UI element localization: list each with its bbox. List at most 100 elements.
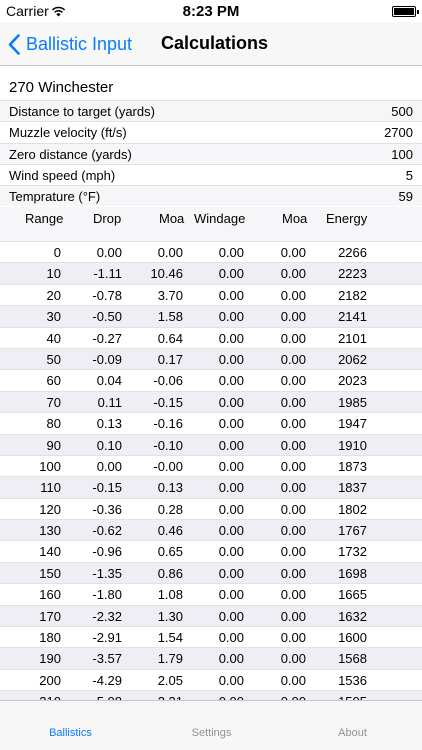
energy-cell: 1505: [338, 694, 367, 700]
windage-cell: 0.00: [218, 287, 244, 303]
table-row: 130 -0.62 0.46 0.00 0.00 1767: [0, 519, 422, 541]
windage-cell: 0.00: [218, 351, 244, 367]
status-bar: Carrier 8:23 PM: [0, 0, 422, 22]
windage-moa-cell: 0.00: [280, 309, 306, 325]
table-row: 170 -2.32 1.30 0.00 0.00 1632: [0, 604, 422, 627]
range-cell: 110: [40, 480, 61, 496]
table-row: 100 0.00 -0.00 0.00 0.00 1873: [0, 454, 422, 476]
zero-distance-row: Zero distance (yards) 100: [0, 142, 422, 164]
drop-cell: 0.00: [96, 458, 122, 474]
range-cell: 190: [39, 651, 61, 667]
range-cell: 180: [39, 630, 61, 646]
drop-cell: 0.13: [96, 416, 122, 432]
windage-cell: 0.00: [218, 394, 244, 410]
range-cell: 30: [46, 309, 61, 325]
windage-moa-cell: 0.00: [280, 373, 306, 389]
table-row: 30 -0.50 1.58 0.00 0.00 2141: [0, 305, 422, 327]
windage-moa-cell: 0.00: [280, 416, 306, 432]
range-cell: 20: [46, 287, 61, 303]
table-row: 160 -1.80 1.08 0.00 0.00 1665: [0, 583, 422, 604]
table-row: 90 0.10 -0.10 0.00 0.00 1910: [0, 433, 422, 455]
table-row: 200 -4.29 2.05 0.00 0.00 1536: [0, 668, 422, 690]
windage-cell: 0.00: [218, 416, 244, 432]
range-cell: 150: [39, 565, 61, 581]
energy-cell: 2141: [338, 309, 367, 325]
drop-cell: -4.29: [92, 672, 122, 688]
distance-row: Distance to target (yards) 500: [0, 100, 422, 122]
energy-cell: 1767: [338, 523, 367, 539]
drop-cell: -2.32: [92, 608, 122, 624]
moa-cell: -0.00: [153, 458, 183, 474]
windage-moa-cell: 0.00: [280, 630, 306, 646]
tab-ballistics[interactable]: Ballistics: [49, 727, 92, 739]
energy-cell: 1985: [338, 394, 367, 410]
chevron-left-icon: [8, 33, 20, 55]
range-cell: 90: [46, 437, 61, 453]
tab-settings[interactable]: Settings: [191, 727, 232, 739]
drop-cell: 0.11: [97, 394, 122, 410]
windage-moa-cell: 0.00: [280, 523, 306, 539]
moa-cell: 0.13: [157, 480, 183, 496]
windage-moa-cell: 0.00: [280, 544, 306, 560]
energy-cell: 2101: [338, 330, 367, 346]
moa-cell: 3.70: [157, 287, 183, 303]
header-energy: Energy: [326, 211, 368, 226]
windage-moa-cell: 0.00: [280, 501, 306, 517]
energy-cell: 1873: [338, 458, 367, 474]
range-cell: 170: [39, 608, 61, 624]
drop-cell: 0.04: [96, 373, 122, 389]
tab-about[interactable]: About: [338, 727, 367, 739]
table-row: 210 -5.08 2.31 0.00 0.00 1505: [0, 690, 422, 700]
moa-cell: -0.10: [153, 437, 183, 453]
range-cell: 140: [39, 544, 61, 560]
drop-cell: -0.62: [92, 523, 122, 539]
back-button[interactable]: Ballistic Input: [8, 22, 132, 66]
range-cell: 120: [39, 501, 61, 517]
caliber-name: 270 Winchester: [9, 79, 114, 96]
header-drop: Drop: [93, 211, 122, 226]
windage-cell: 0.00: [218, 330, 244, 346]
windage-cell: 0.00: [219, 694, 244, 700]
moa-cell: 1.30: [157, 608, 183, 624]
status-time: 8:23 PM: [182, 3, 240, 20]
table-row: 120 -0.36 0.28 0.00 0.00 1802: [0, 497, 422, 519]
energy-cell: 1802: [338, 501, 367, 517]
header-windage: Windage: [194, 211, 246, 226]
ballistics-table[interactable]: 0 0.00 0.00 0.00 0.00 2266 10 -1.11 10.46 0.00 0.0…: [0, 241, 422, 700]
energy-cell: 2182: [338, 287, 367, 303]
temperature-value: 59: [398, 189, 413, 205]
input-summary: Distance to target (yards) 500 Muzzle ve…: [0, 100, 422, 207]
windage-moa-cell: 0.00: [280, 565, 306, 581]
energy-cell: 1665: [338, 587, 367, 603]
temperature-row: Temprature (°F) 59: [0, 185, 422, 207]
table-row: 180 -2.91 1.54 0.00 0.00 1600: [0, 626, 422, 647]
range-cell: 40: [46, 330, 61, 346]
temperature-label: Temprature (°F): [9, 189, 101, 205]
windage-moa-cell: 0.00: [280, 480, 306, 496]
moa-cell: 2.31: [158, 694, 183, 700]
range-cell: 80: [46, 416, 61, 432]
drop-cell: -1.80: [92, 587, 122, 603]
drop-cell: 0.00: [96, 245, 122, 260]
drop-cell: -2.91: [92, 630, 122, 646]
carrier-label: Carrier: [6, 3, 49, 19]
drop-cell: -1.35: [92, 565, 122, 581]
energy-cell: 1698: [338, 565, 367, 581]
table-header: Range Drop Moa Windage Moa Energy: [0, 207, 422, 241]
moa-cell: 0.46: [157, 523, 183, 539]
distance-value: 500: [391, 104, 413, 119]
moa-cell: 0.00: [157, 245, 183, 260]
windage-moa-cell: 0.00: [280, 394, 306, 410]
energy-cell: 2266: [338, 245, 367, 260]
windage-cell: 0.00: [218, 587, 244, 603]
windage-cell: 0.00: [218, 309, 244, 325]
moa-cell: 1.58: [157, 309, 183, 325]
drop-cell: -0.78: [92, 287, 122, 303]
moa-cell: 0.64: [157, 330, 183, 346]
moa-cell: 1.08: [157, 587, 183, 603]
windage-moa-cell: 0.00: [280, 287, 306, 303]
moa-cell: -0.06: [153, 373, 183, 389]
energy-cell: 1732: [338, 544, 367, 560]
drop-cell: -0.36: [92, 501, 122, 517]
windage-cell: 0.00: [218, 266, 244, 282]
